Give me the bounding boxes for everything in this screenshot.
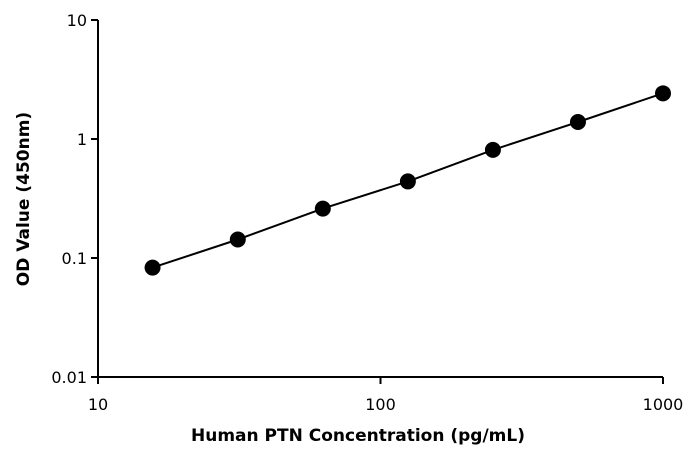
y-tick-label: 0.01 [51, 368, 87, 387]
data-point [229, 231, 246, 248]
data-point [484, 141, 501, 158]
data-point [655, 85, 671, 102]
y-tick-label: 1 [77, 130, 87, 149]
y-axis-title: OD Value (450nm) [14, 112, 34, 286]
x-axis-title: Human PTN Concentration (pg/mL) [191, 426, 525, 446]
x-tick-label: 1000 [643, 395, 684, 414]
series-layer [144, 85, 671, 276]
axes [97, 20, 663, 378]
x-axis-ticks: 10 100 1000 [88, 377, 684, 414]
y-tick-label: 10 [67, 11, 87, 30]
x-tick-label: 100 [365, 395, 396, 414]
data-point [569, 113, 586, 130]
y-tick-label: 0.1 [62, 249, 87, 268]
y-axis-ticks: 0.01 0.1 1 10 [51, 11, 98, 387]
x-tick-label: 10 [88, 395, 108, 414]
data-point [399, 173, 416, 190]
data-point [144, 259, 161, 276]
data-point [314, 200, 331, 217]
